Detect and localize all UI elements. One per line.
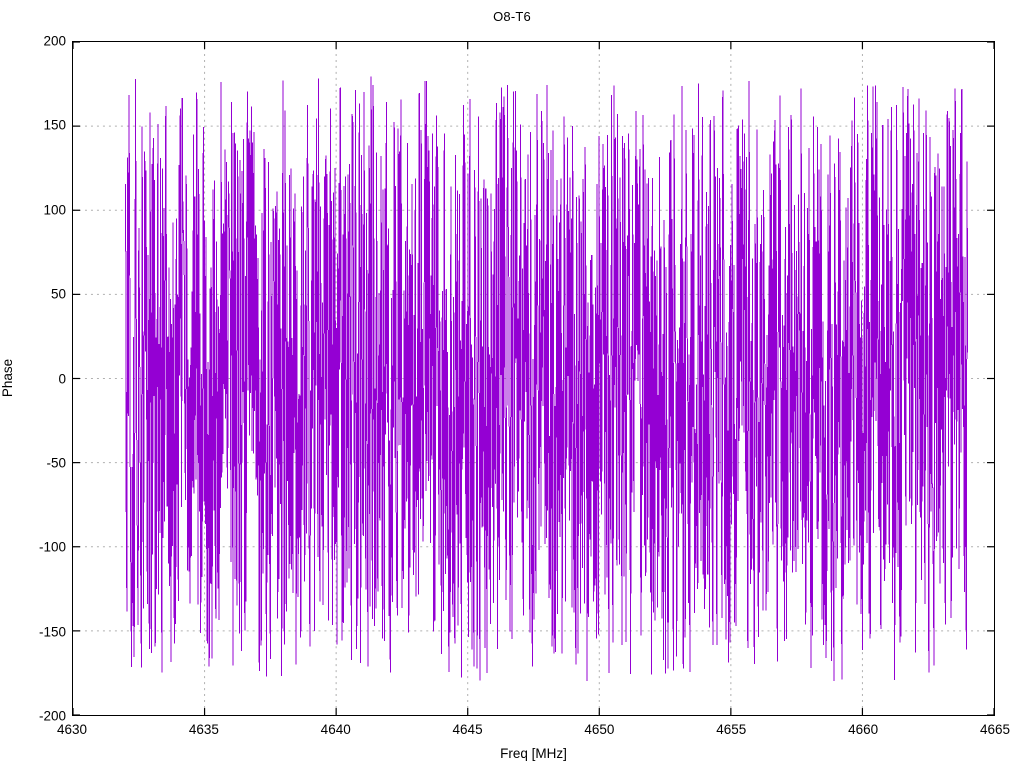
y-tick-label: 50 [50,286,66,302]
y-axis-tick-labels: -200 -150 -100 -50 0 50 100 150 200 [0,0,66,768]
x-tick-label: 4650 [584,722,615,737]
x-tick-label: 4640 [320,722,351,737]
y-tick-label: -150 [38,624,66,640]
x-axis-label: Freq [MHz] [500,746,567,761]
y-tick-label: -100 [38,539,66,555]
y-tick-label: 200 [43,33,66,49]
y-tick-label: -50 [46,455,66,471]
chart-title: O8-T6 [493,9,531,24]
data-series-phase [125,76,969,682]
x-tick-label: 4645 [452,722,483,737]
y-tick-label: 100 [43,202,66,218]
x-tick-label: 4660 [848,722,879,737]
x-tick-label: 4655 [716,722,747,737]
plot-area [72,41,995,716]
x-tick-label: 4665 [979,722,1011,737]
y-tick-label: -200 [38,708,66,724]
axis-tick-marks [73,42,994,715]
y-tick-label: 150 [43,117,66,133]
x-tick-label: 4635 [188,722,219,737]
x-tick-label: 4630 [56,722,88,737]
y-tick-label: 0 [58,371,66,386]
